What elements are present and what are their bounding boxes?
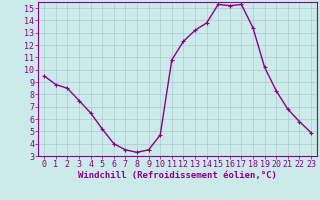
X-axis label: Windchill (Refroidissement éolien,°C): Windchill (Refroidissement éolien,°C) xyxy=(78,171,277,180)
